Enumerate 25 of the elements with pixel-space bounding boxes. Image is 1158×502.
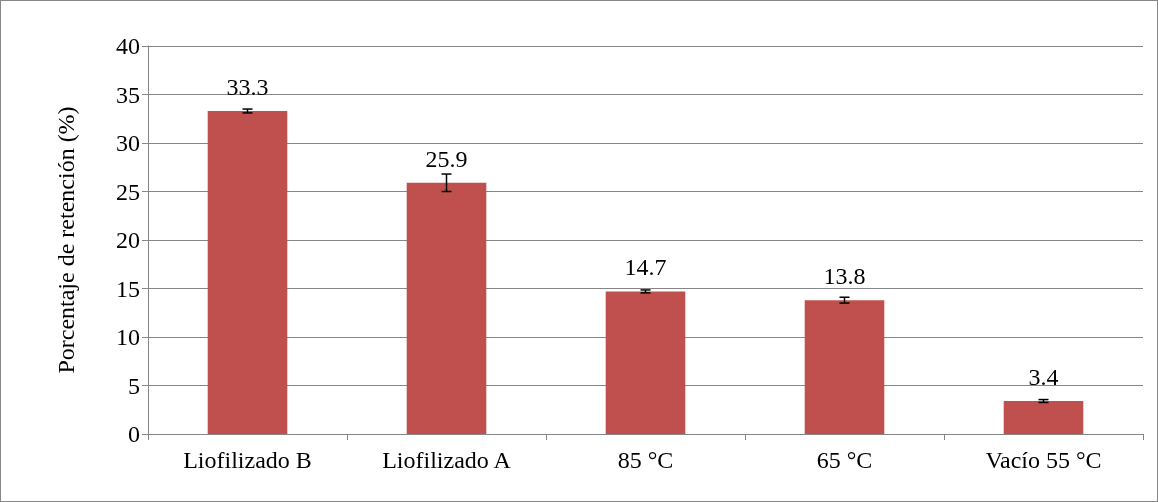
data-label: 3.4 xyxy=(1028,364,1059,391)
y-tick-label: 40 xyxy=(116,33,140,59)
x-tick-label: 85 °C xyxy=(617,447,674,473)
x-tick-label: Liofilizado B xyxy=(183,447,312,473)
data-label: 33.3 xyxy=(226,73,269,100)
y-axis-title: Porcentaje de retención (%) xyxy=(53,106,79,374)
data-label: 14.7 xyxy=(624,254,667,281)
y-tick-label: 20 xyxy=(116,227,140,253)
y-tick-label: 35 xyxy=(116,81,140,108)
y-tick-label: 0 xyxy=(128,421,140,447)
x-tick-label: Vacío 55 °C xyxy=(985,447,1102,473)
bar xyxy=(1003,401,1084,434)
y-tick-label: 30 xyxy=(116,130,140,156)
bar xyxy=(207,110,288,434)
x-tick-label: 65 °C xyxy=(816,447,873,473)
data-label: 25.9 xyxy=(425,145,468,172)
bar xyxy=(406,182,487,434)
y-tick-label: 15 xyxy=(116,275,140,302)
bar xyxy=(605,291,686,434)
x-tick-label: Liofilizado A xyxy=(382,447,512,473)
bar xyxy=(804,300,885,434)
data-label: 13.8 xyxy=(823,263,866,290)
y-tick-label: 5 xyxy=(128,372,140,399)
y-tick-label: 25 xyxy=(116,178,140,205)
y-tick-label: 10 xyxy=(116,324,140,350)
